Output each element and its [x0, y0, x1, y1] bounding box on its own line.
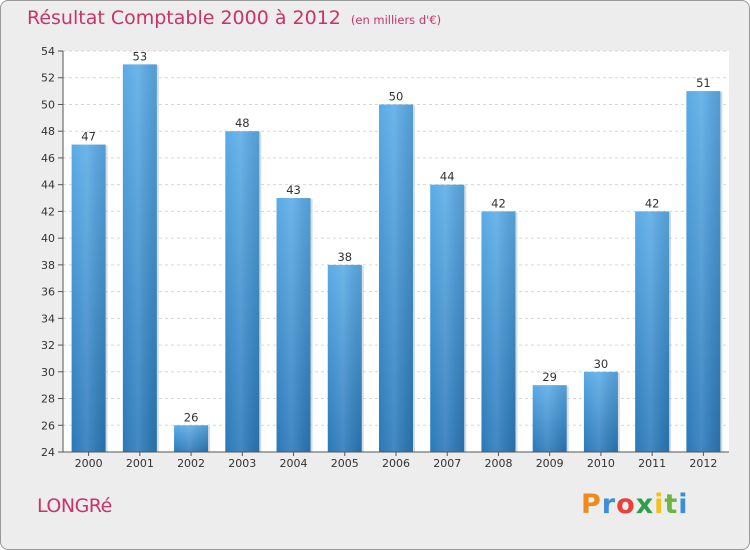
logo-letter: i — [654, 489, 665, 520]
bar-highlight — [276, 198, 311, 452]
bar-highlight — [122, 64, 157, 452]
y-tick-label: 34 — [41, 312, 55, 325]
y-tick-label: 28 — [41, 393, 55, 406]
chart-unit: (en milliers d'€) — [350, 13, 442, 27]
y-tick-label: 42 — [41, 205, 55, 218]
data-label: 47 — [81, 130, 96, 144]
y-tick-label: 36 — [41, 286, 55, 299]
bar-highlight — [481, 211, 516, 452]
y-tick-label: 50 — [41, 98, 55, 111]
logo-letter: x — [635, 489, 655, 520]
x-tick-label: 2011 — [638, 457, 666, 470]
y-tick-label: 40 — [41, 232, 55, 245]
proxiti-logo: Proxiti — [581, 489, 689, 520]
data-label: 43 — [286, 183, 301, 197]
x-tick-label: 2009 — [536, 457, 564, 470]
logo-letter: t — [664, 489, 679, 520]
x-tick-label: 2002 — [177, 457, 205, 470]
bar-highlight — [532, 385, 567, 452]
bar-highlight — [583, 371, 618, 452]
bars — [71, 64, 723, 453]
y-tick-label: 52 — [41, 72, 55, 85]
data-label: 30 — [594, 357, 609, 371]
x-tick-label: 2012 — [689, 457, 717, 470]
y-tick-label: 38 — [41, 259, 55, 272]
bar-highlight — [174, 425, 209, 452]
x-tick-label: 2006 — [382, 457, 410, 470]
chart-title: Résultat Comptable 2000 à 2012 (en millie… — [27, 7, 441, 29]
x-tick-label: 2008 — [484, 457, 512, 470]
bar-highlight — [379, 104, 413, 452]
x-tick-label: 2000 — [75, 457, 103, 470]
x-tick-label: 2004 — [280, 457, 308, 470]
data-label: 53 — [133, 49, 148, 63]
data-label: 48 — [235, 116, 250, 130]
data-label: 26 — [184, 410, 199, 424]
data-label: 42 — [491, 196, 506, 210]
axes: 24 26 28 30 32 34 36 38 40 42 44 46 48 50 52 54 2000 2001… — [41, 45, 729, 470]
chart-title-text: Résultat Comptable 2000 à 2012 — [27, 7, 341, 29]
data-label: 51 — [696, 76, 711, 90]
x-tick-label: 2001 — [126, 457, 154, 470]
y-tick-label: 30 — [41, 366, 55, 379]
x-tick-label: 2010 — [587, 457, 615, 470]
x-tick-label: 2005 — [331, 457, 359, 470]
y-tick-label: 44 — [41, 179, 55, 192]
y-tick-label: 32 — [41, 339, 55, 352]
y-tick-label: 24 — [41, 446, 55, 459]
bar-highlight — [686, 91, 721, 452]
y-tick-label: 46 — [41, 152, 55, 165]
bar-highlight — [225, 131, 260, 452]
x-tick-label: 2007 — [433, 457, 461, 470]
x-tick-label: 2003 — [228, 457, 256, 470]
logo-letter: P — [581, 489, 602, 520]
bar-highlight — [327, 264, 362, 452]
data-label: 29 — [542, 370, 557, 384]
logo-letter: r — [601, 489, 617, 520]
logo-letter: o — [616, 489, 636, 520]
data-label: 38 — [337, 250, 352, 264]
bar-highlight — [71, 144, 106, 453]
y-tick-label: 26 — [41, 419, 55, 432]
commune-name: LONGRé — [37, 495, 112, 517]
bar-highlight — [635, 211, 670, 452]
y-tick-label: 48 — [41, 125, 55, 138]
bar-highlight — [430, 184, 465, 452]
y-tick-label: 54 — [41, 45, 55, 58]
logo-letter: i — [678, 489, 689, 520]
data-label: 50 — [389, 89, 404, 103]
data-label: 42 — [645, 196, 660, 210]
data-labels: 47 53 26 48 43 38 50 44 42 29 30 42 51 — [81, 49, 710, 424]
data-label: 44 — [440, 170, 455, 184]
